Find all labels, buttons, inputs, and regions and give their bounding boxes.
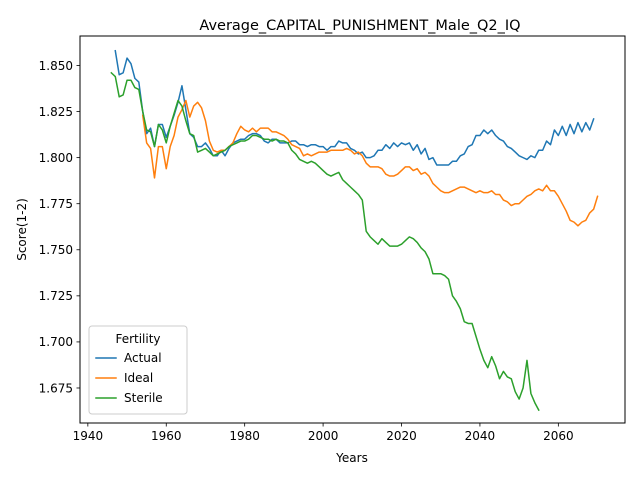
y-tick-label: 1.750 bbox=[39, 243, 73, 257]
legend-label-actual: Actual bbox=[124, 351, 162, 365]
legend-title: Fertility bbox=[115, 332, 160, 346]
x-tick-label: 1980 bbox=[229, 429, 260, 443]
x-tick-label: 1940 bbox=[73, 429, 104, 443]
legend: Fertility Actual Ideal Sterile bbox=[88, 325, 188, 415]
y-tick-label: 1.850 bbox=[39, 59, 73, 73]
legend-label-ideal: Ideal bbox=[124, 371, 153, 385]
y-axis: 1.675 1.700 1.725 1.750 1.775 1.800 1.825 1.850 bbox=[39, 59, 80, 395]
x-tick-label: 2040 bbox=[465, 429, 496, 443]
y-tick-label: 1.675 bbox=[39, 381, 73, 395]
x-tick-label: 2000 bbox=[308, 429, 339, 443]
x-tick-label: 1960 bbox=[151, 429, 182, 443]
y-axis-label: Score(1-2) bbox=[15, 198, 29, 261]
y-tick-label: 1.775 bbox=[39, 197, 73, 211]
y-tick-label: 1.800 bbox=[39, 151, 73, 165]
y-tick-label: 1.725 bbox=[39, 289, 73, 303]
x-tick-label: 2020 bbox=[386, 429, 417, 443]
x-axis-label: Years bbox=[335, 451, 368, 465]
x-tick-label: 2060 bbox=[543, 429, 574, 443]
series-line-ideal bbox=[141, 99, 599, 227]
y-tick-label: 1.825 bbox=[39, 105, 73, 119]
legend-frame bbox=[88, 325, 188, 415]
legend-label-sterile: Sterile bbox=[124, 391, 163, 405]
y-tick-label: 1.700 bbox=[39, 335, 73, 349]
series-line-sterile bbox=[110, 71, 540, 412]
x-axis: 1940 1960 1980 2000 2020 2040 2060 bbox=[73, 423, 574, 443]
series-layer bbox=[110, 49, 599, 412]
chart-title: Average_CAPITAL_PUNISHMENT_Male_Q2_IQ bbox=[199, 18, 520, 34]
plot-frame bbox=[79, 35, 626, 424]
